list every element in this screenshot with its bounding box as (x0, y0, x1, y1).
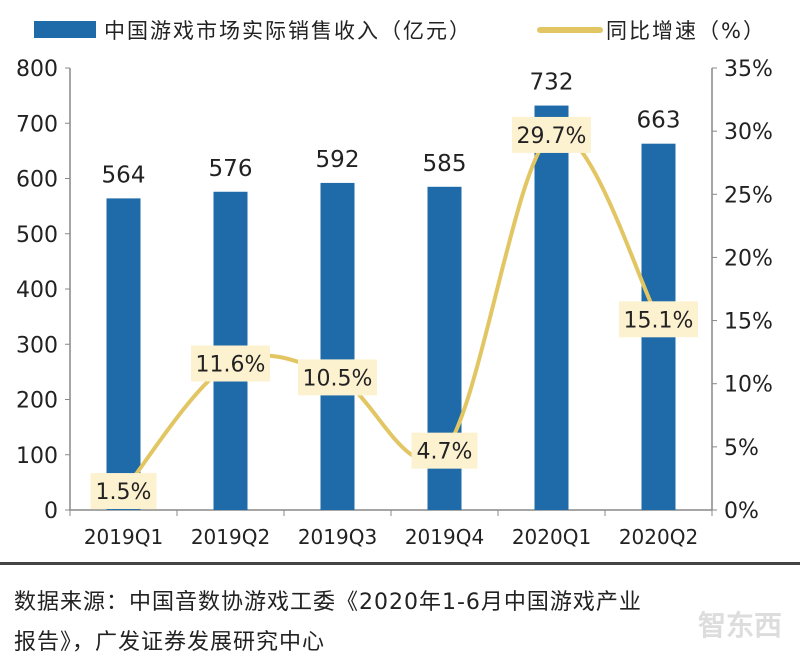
right-tick-label: 20% (724, 246, 773, 271)
line-label-box (298, 359, 377, 396)
line-data-label: 15.1% (624, 308, 694, 333)
left-tick-label: 100 (16, 444, 58, 469)
x-tick-label: 2019Q2 (191, 525, 270, 549)
line-data-label: 1.5% (96, 480, 152, 505)
line-label-box (411, 432, 478, 469)
x-tick-label: 2019Q3 (298, 525, 377, 549)
line-label-box (90, 473, 157, 510)
legend-line-label: 同比增速（%） (606, 19, 766, 43)
left-tick-label: 300 (16, 333, 58, 358)
bar (320, 182, 355, 511)
left-tick-label: 700 (16, 112, 58, 137)
left-tick-label: 800 (16, 57, 58, 82)
source-line-1: 数据来源：中国音数协游戏工委《2020年1-6月中国游戏产业 (14, 590, 642, 615)
right-tick-label: 30% (724, 120, 773, 145)
legend-bar-label: 中国游戏市场实际销售收入（亿元） (104, 19, 472, 43)
x-tick-label: 2019Q4 (405, 525, 484, 549)
right-tick-label: 25% (724, 183, 773, 208)
left-tick-label: 500 (16, 223, 58, 248)
left-tick-label: 200 (16, 389, 58, 414)
left-tick-label: 400 (16, 278, 58, 303)
source-line-2: 报告》，广发证券发展研究中心 (14, 630, 326, 655)
line-label-box (512, 116, 591, 153)
watermark-logo: 智东西 (697, 609, 782, 642)
right-tick-label: 10% (724, 373, 773, 398)
left-tick-label: 600 (16, 168, 58, 193)
bar (534, 105, 569, 510)
bar-data-label: 585 (423, 151, 467, 177)
legend-bar-swatch (34, 21, 96, 38)
line-data-label: 11.6% (196, 353, 266, 378)
left-tick-label: 0 (44, 499, 58, 524)
divider (0, 562, 800, 565)
right-tick-label: 35% (724, 57, 773, 82)
bar-data-label: 663 (637, 108, 681, 134)
x-tick-label: 2019Q1 (84, 525, 163, 549)
line-data-label: 4.7% (417, 440, 473, 465)
line-data-label: 29.7% (517, 124, 587, 149)
growth-line (121, 131, 661, 493)
bar (106, 198, 141, 510)
chart: 0 100 200 300 400 500 600 700 800 0% 5% 10% 15% 20% 25… (16, 19, 773, 549)
x-tick-label: 2020Q1 (512, 525, 591, 549)
bar-data-label: 732 (530, 70, 574, 96)
right-tick-label: 5% (724, 436, 759, 461)
bar-data-label: 564 (102, 162, 146, 188)
bar-data-label: 576 (209, 156, 253, 182)
bar-data-label: 592 (316, 147, 360, 173)
right-tick-label: 0% (724, 499, 759, 524)
line-data-label: 10.5% (303, 366, 373, 391)
line-label-box (619, 301, 698, 338)
right-tick-label: 15% (724, 310, 773, 335)
x-tick-label: 2020Q2 (619, 525, 698, 549)
line-label-box (191, 345, 270, 382)
